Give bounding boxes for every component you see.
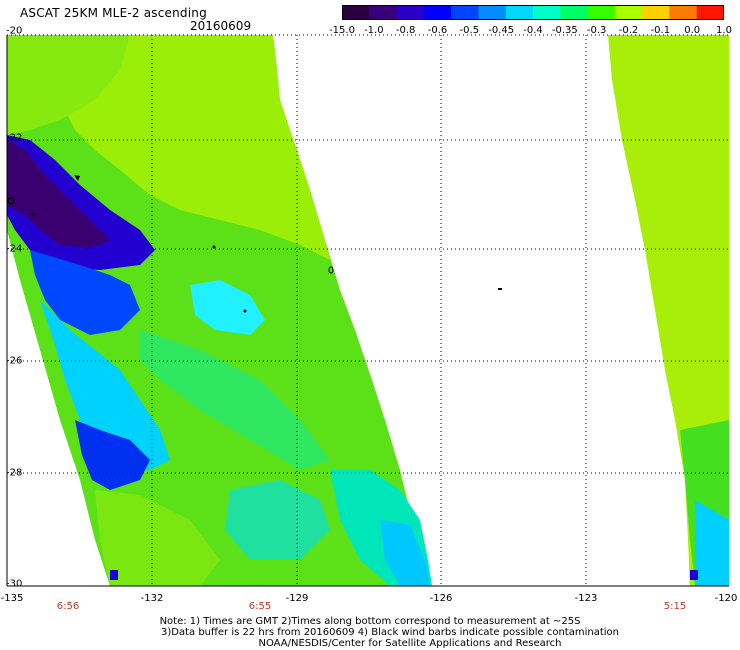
colorbar-tick-label: -0.4 <box>523 25 543 36</box>
colorbar-tick-label: -0.3 <box>586 25 607 36</box>
colorbar-ticks: -15.0 -1.0 -0.8 -0.6 -0.5 -0.45 -0.4 -0.35 -0.3-… <box>329 25 735 37</box>
left-swath-yellowgreen-top <box>7 35 130 135</box>
lat-label: -22 <box>6 132 23 144</box>
lon-label: -123 <box>574 593 598 604</box>
colorbar-tick-label: 1.0 <box>716 25 732 36</box>
footer-note-line2: 3)Data buffer is 22 hrs from 20160609 4)… <box>161 627 619 638</box>
blue-lobe <box>30 250 140 335</box>
time-label: 6:55 <box>248 601 272 612</box>
colorbar-segment <box>669 5 698 20</box>
cyan-area-5 <box>380 520 430 586</box>
time-label: 6:56 <box>56 601 80 612</box>
low-value-patch <box>7 135 155 270</box>
map-date: 20160609 <box>190 19 252 33</box>
footer-credit: NOAA/NESDIS/Center for Satellite Applica… <box>258 638 562 649</box>
colorbar-tick-label: -0.1 <box>650 25 671 36</box>
colorbar-tick-label: -1.0 <box>364 25 384 36</box>
left-swath-yellowgreen <box>50 35 330 260</box>
footer-note-line1: Note: 1) Times are GMT 2)Times along bot… <box>159 616 581 627</box>
colorbar-segment <box>423 5 452 20</box>
colorbar-segment <box>396 5 425 20</box>
right-swath-blue-pixel <box>690 570 698 580</box>
colorbar-tick-label: -0.6 <box>427 25 448 36</box>
left-swath-blue-pixel <box>110 570 118 580</box>
left-swath-lower <box>95 490 220 586</box>
land-specks <box>7 175 502 313</box>
lon-label: -129 <box>285 593 309 604</box>
colorbar-tick-label: -0.45 <box>488 25 515 36</box>
colorbar-border <box>342 5 724 20</box>
lon-label: -120 <box>714 593 738 604</box>
teal-area-6 <box>225 480 330 560</box>
colorbar-segment <box>696 5 724 20</box>
lon-label: -135 <box>0 593 24 604</box>
colorbar <box>342 5 724 20</box>
lon-label: -132 <box>140 593 164 604</box>
lat-label: -20 <box>6 25 23 37</box>
colorbar-tick-label: -15.0 <box>329 25 355 36</box>
colorbar-segment <box>478 5 507 20</box>
map-title: ASCAT 25KM MLE-2 ascending <box>20 6 207 20</box>
green-band <box>140 330 330 470</box>
lowest-value-patch <box>7 140 110 248</box>
colorbar-segment <box>533 5 561 20</box>
colorbar-tick-label: -0.35 <box>551 25 578 36</box>
colorbar-tick-label: 0.0 <box>684 25 701 36</box>
colorbar-segment <box>614 5 643 20</box>
lat-label: -26 <box>6 355 23 367</box>
right-swath-cyan <box>695 500 729 586</box>
lat-label: -30 <box>6 578 23 590</box>
cyan-area-1 <box>40 300 170 470</box>
colorbar-segment <box>560 5 589 20</box>
lat-label: -28 <box>6 467 23 479</box>
colorbar-tick-label: -0.2 <box>618 25 639 36</box>
colorbar-segment <box>642 5 671 20</box>
colorbar-segment <box>369 5 398 20</box>
lat-label: -24 <box>6 243 23 255</box>
colorbar-tick-label: -0.8 <box>395 25 416 36</box>
plot-frame <box>6 35 729 587</box>
colorbar-tick-label: -0.5 <box>459 25 480 36</box>
colorbar-segment <box>451 5 480 20</box>
time-label: 5:15 <box>663 601 687 612</box>
colorbar-segment <box>505 5 534 20</box>
lon-label: -126 <box>429 593 453 604</box>
colorbar-segment <box>587 5 616 20</box>
cyan-area-3 <box>190 280 265 335</box>
colorbar-segment <box>342 5 370 20</box>
